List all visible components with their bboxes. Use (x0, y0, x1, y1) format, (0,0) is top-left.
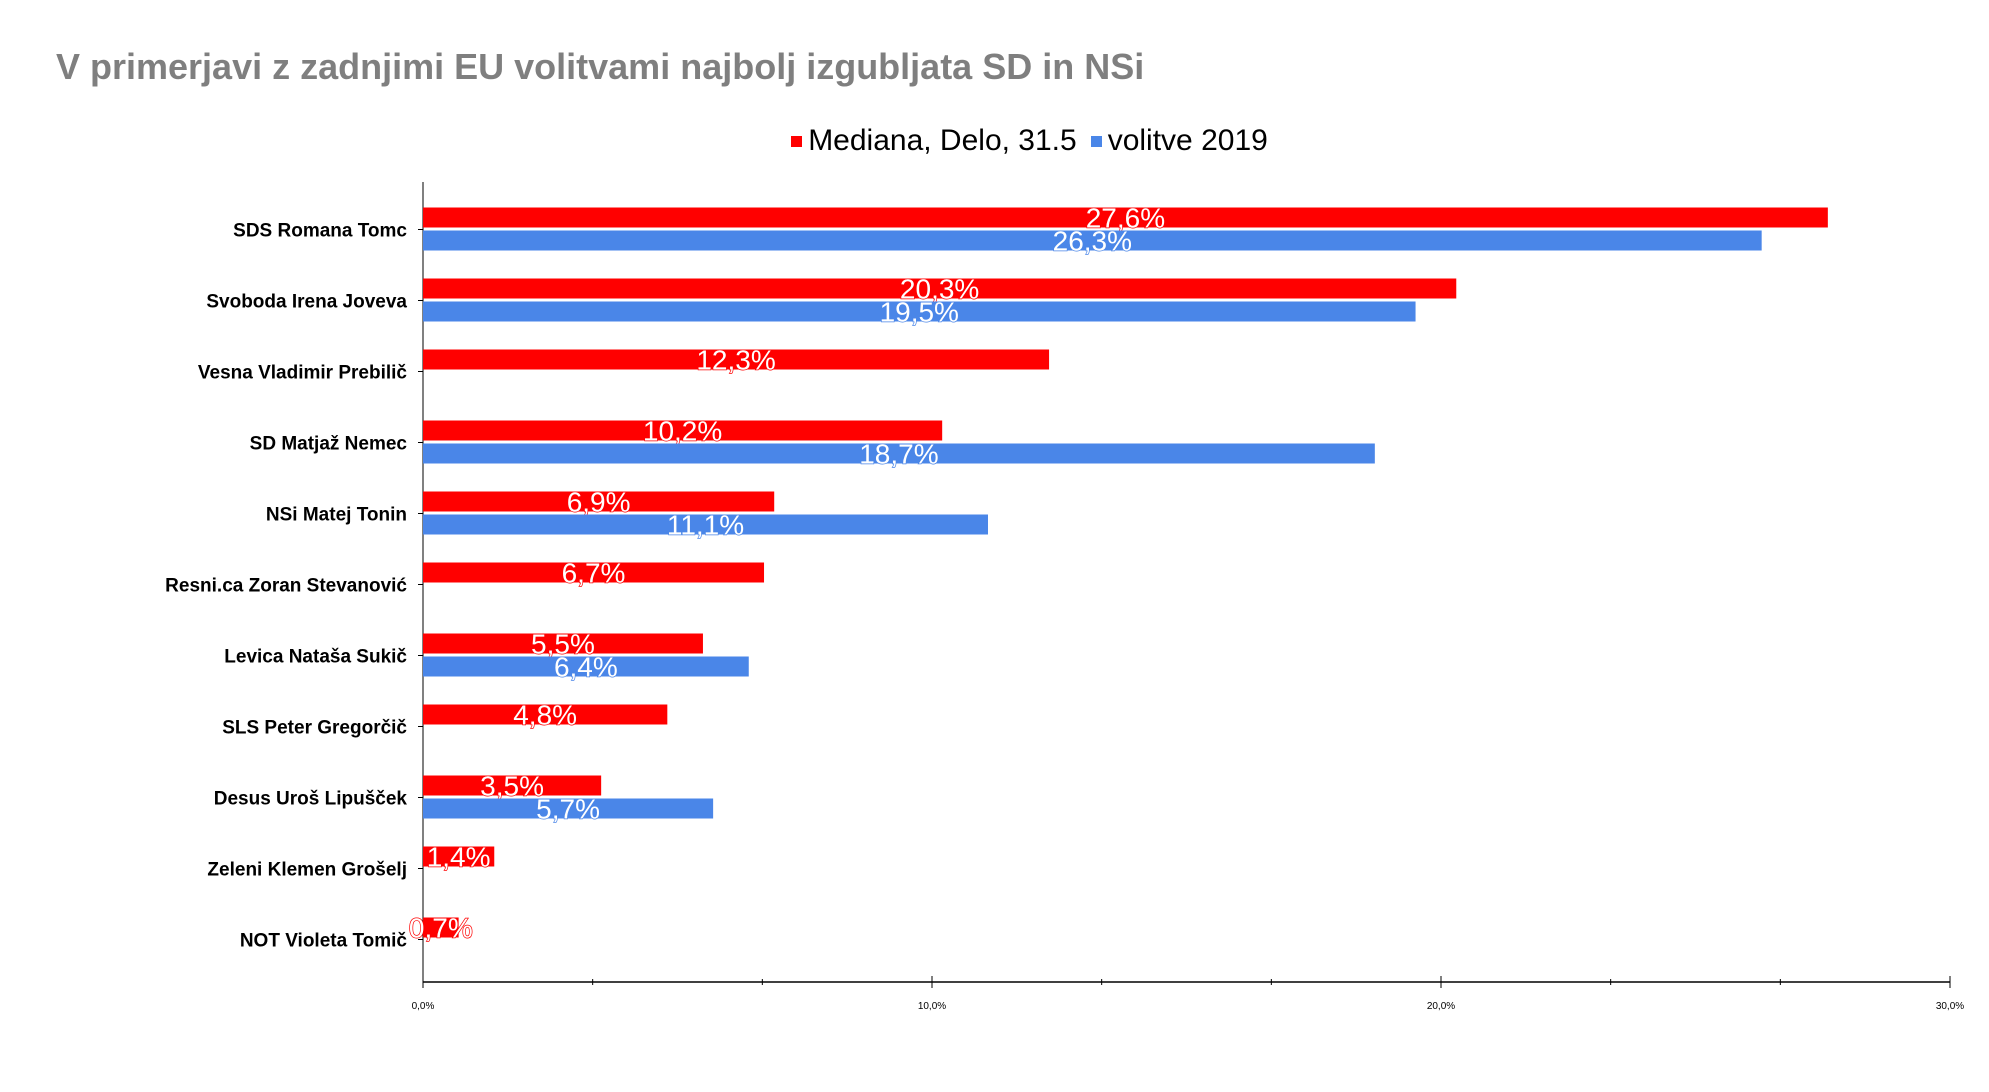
x-tick-label: 0,0% (412, 1001, 435, 1012)
bar-mediana (423, 704, 668, 725)
legend-item-volitve: volitve 2019 (1090, 124, 1268, 158)
legend-label: Mediana, Delo, 31.5 (808, 124, 1077, 157)
data-label: 1,4% (427, 842, 491, 873)
data-label: 5,5% (531, 629, 595, 660)
bar-mediana (423, 633, 703, 654)
legend-swatch-blue (1090, 135, 1102, 147)
legend: Mediana, Delo, 31.5 volitve 2019 (0, 124, 1989, 158)
data-label: 12,3% (696, 345, 775, 376)
bar-mediana (423, 349, 1050, 370)
category-label: Desus Uroš Lipušček (214, 789, 408, 810)
data-label: 11,1% (667, 510, 744, 541)
x-tick-label: 10,0% (918, 1001, 946, 1012)
bar-mediana (423, 278, 1457, 299)
category-label: NSi Matej Tonin (266, 505, 407, 526)
bar-mediana (423, 420, 943, 441)
data-label: 19,5% (880, 297, 959, 328)
bar-volitve-2019 (423, 514, 988, 535)
category-label: Levica Nataša Sukič (224, 647, 407, 668)
category-label: Zeleni Klemen Grošelj (207, 860, 407, 881)
data-label: 18,7% (859, 439, 938, 470)
data-label: 6,9% (567, 487, 631, 518)
data-label: 6,4% (554, 652, 618, 683)
data-label: 4,8% (513, 700, 577, 731)
data-label: 3,5% (480, 771, 544, 802)
data-label: 5,7% (536, 794, 600, 825)
category-label: SLS Peter Gregorčič (222, 718, 407, 739)
bar-volitve-2019 (423, 443, 1375, 464)
category-label: SDS Romana Tomc (233, 221, 407, 242)
legend-label: volitve 2019 (1107, 124, 1268, 157)
data-label: 20,3% (900, 274, 979, 305)
bar-volitve-2019 (423, 798, 714, 819)
x-tick-label: 30,0% (1936, 1001, 1964, 1012)
data-label: 10,2% (643, 416, 722, 447)
category-label: SD Matjaž Nemec (250, 434, 408, 455)
bar-mediana (423, 846, 495, 867)
category-label: Resni.ca Zoran Stevanović (165, 576, 407, 597)
bar-mediana (423, 207, 1828, 228)
category-label: Svoboda Irena Joveva (206, 292, 407, 313)
bar-mediana (423, 917, 459, 938)
legend-swatch-red (791, 135, 803, 147)
bar-volitve-2019 (423, 656, 749, 677)
data-label: 27,6% (1086, 203, 1165, 234)
x-tick-label: 20,0% (1427, 1001, 1455, 1012)
data-label: 6,7% (562, 558, 626, 589)
bar-mediana (423, 491, 775, 512)
bar-mediana (423, 775, 602, 796)
data-label: 0,7% (409, 913, 473, 944)
bar-volitve-2019 (423, 230, 1762, 251)
category-label: Vesna Vladimir Prebilič (198, 363, 408, 384)
bar-mediana (423, 562, 765, 583)
category-label: NOT Violeta Tomič (240, 931, 408, 952)
legend-item-mediana: Mediana, Delo, 31.5 (791, 124, 1077, 158)
chart-title: V primerjavi z zadnjimi EU volitvami naj… (56, 46, 1145, 87)
bar-volitve-2019 (423, 301, 1416, 322)
data-label: 26,3% (1053, 226, 1132, 257)
